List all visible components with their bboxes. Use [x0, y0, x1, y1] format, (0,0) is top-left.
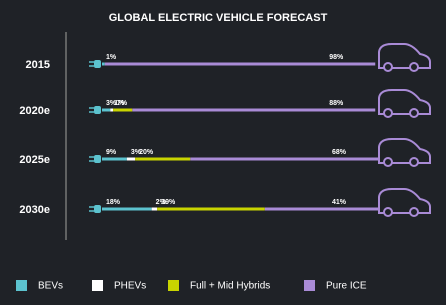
- legend-label: PHEVs: [114, 281, 146, 292]
- car-wheel: [383, 207, 393, 217]
- value-label: 3%: [106, 100, 117, 107]
- legend-swatch: [168, 280, 179, 291]
- bar-segment: [102, 62, 105, 66]
- car-wheel: [409, 157, 419, 167]
- value-label: 3%: [131, 149, 142, 156]
- category-label: 2020e: [19, 105, 50, 117]
- value-label: 1%: [106, 54, 117, 61]
- value-label: 88%: [329, 100, 344, 107]
- car-wheel: [383, 108, 393, 118]
- value-label: 7%: [117, 100, 128, 107]
- legend-swatch: [92, 280, 103, 291]
- bar-segment: [113, 108, 133, 112]
- bar-segment: [102, 108, 111, 112]
- car-wheel: [409, 207, 419, 217]
- value-label: 9%: [106, 149, 117, 156]
- bar-segment: [104, 62, 376, 66]
- car-icon: [378, 188, 431, 214]
- category-label: 2015: [26, 59, 50, 71]
- category-label: 2030e: [19, 204, 50, 216]
- car-wheel: [409, 108, 419, 118]
- value-label: 98%: [329, 54, 344, 61]
- legend-label: Full + Mid Hybrids: [190, 281, 270, 292]
- bar-segment: [126, 157, 136, 161]
- car-wheel: [383, 62, 393, 72]
- plug-body: [94, 106, 101, 114]
- bar-segment: [110, 108, 114, 112]
- bar-segment: [264, 207, 378, 211]
- legend-label: Pure ICE: [326, 281, 367, 292]
- bar-segment: [102, 157, 127, 161]
- plug-body: [94, 60, 101, 68]
- bar-segment: [135, 157, 191, 161]
- legend-swatch: [304, 280, 315, 291]
- value-label: 2%: [156, 199, 167, 206]
- bar-segment: [157, 207, 265, 211]
- plug-body: [94, 205, 101, 213]
- car-icon: [378, 43, 431, 69]
- plug-icon: [89, 205, 101, 213]
- value-label: 1%: [114, 100, 125, 107]
- legend-label: BEVs: [38, 281, 63, 292]
- chart-title: GLOBAL ELECTRIC VEHICLE FORECAST: [109, 12, 328, 24]
- bar-segment: [190, 157, 378, 161]
- value-label: 68%: [332, 149, 347, 156]
- bar-segment: [132, 108, 376, 112]
- value-label: 18%: [106, 199, 121, 206]
- plug-body: [94, 155, 101, 163]
- plug-icon: [89, 106, 101, 114]
- value-label: 20%: [139, 149, 154, 156]
- car-icon: [378, 138, 431, 164]
- value-label: 39%: [161, 199, 176, 206]
- plug-icon: [89, 155, 101, 163]
- car-wheel: [383, 157, 393, 167]
- car-icon: [378, 89, 431, 115]
- bar-segment: [151, 207, 158, 211]
- value-label: 41%: [332, 199, 347, 206]
- category-label: 2025e: [19, 154, 50, 166]
- car-wheel: [409, 62, 419, 72]
- bar-segment: [102, 207, 152, 211]
- plug-icon: [89, 60, 101, 68]
- legend-swatch: [16, 280, 27, 291]
